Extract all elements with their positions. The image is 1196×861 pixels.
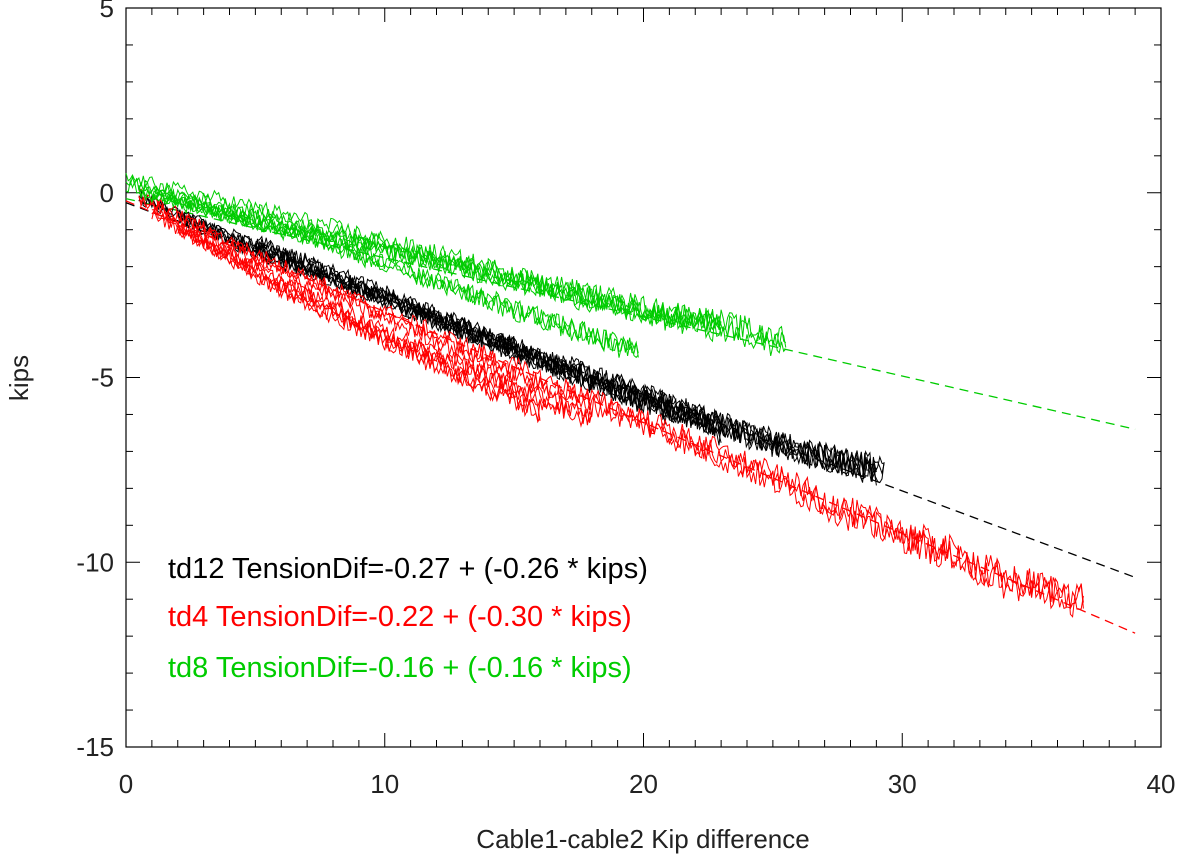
y-tick-label: -10 [76,547,114,577]
trace-td4 [177,227,541,424]
trace-td4 [177,221,541,421]
legend-td8: td8 TensionDif=-0.16 + (-0.16 * kips) [168,652,632,684]
trace-td12 [138,189,885,482]
data-series [125,173,1084,618]
trace-td4 [138,188,1084,609]
trace-td8 [138,185,722,338]
trace-td12 [177,213,877,482]
trace-td12 [255,235,722,434]
trace-td8 [151,190,639,359]
y-tick-label: -5 [91,363,114,393]
trace-td12 [138,189,885,484]
legend-td4: td4 TensionDif=-0.22 + (-0.30 * kips) [168,601,632,633]
y-tick-label: -15 [76,732,114,762]
legend-td12: td12 TensionDif=-0.27 + (-0.26 * kips) [168,553,648,585]
plot-frame [125,7,1162,748]
x-tick-label: 40 [1147,769,1176,799]
trace-td12 [254,240,722,446]
ticks-layer [125,7,1162,748]
x-tick-label: 10 [370,769,399,799]
trace-td12 [255,239,722,443]
x-tick-label: 20 [629,769,658,799]
trace-td8 [151,189,639,354]
x-axis-label: Cable1-cable2 Kip difference [476,824,809,854]
y-tick-label: 0 [100,178,114,208]
y-axis-label: kips [4,355,34,401]
x-tick-label: 0 [119,769,133,799]
x-tick-label: 30 [888,769,917,799]
y-tick-label: 5 [100,0,114,23]
trace-td12 [177,209,877,481]
trace-td12 [138,193,885,483]
